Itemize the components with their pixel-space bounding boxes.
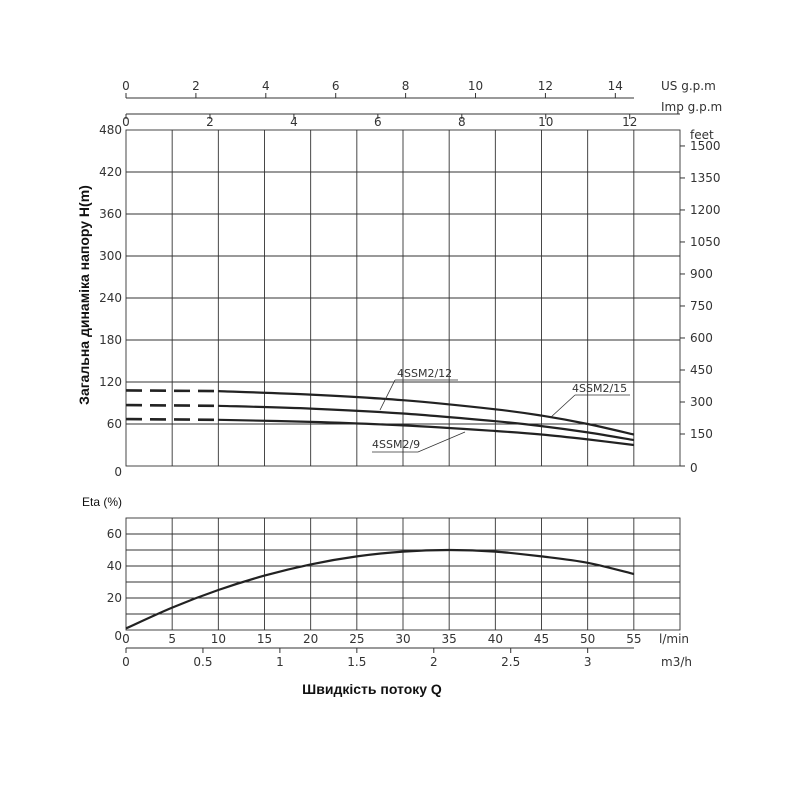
feet-tick-label: 1050 xyxy=(690,235,721,249)
head-curve-4ssm2-9 xyxy=(218,418,634,447)
feet-tick-label: 1500 xyxy=(690,139,721,153)
lmin-tick-label: 45 xyxy=(534,632,549,646)
m3h-tick-label: 0.5 xyxy=(193,655,212,669)
efficiency-chart-grid xyxy=(125,517,681,631)
label-leader-4ssm2-15 xyxy=(549,394,630,419)
m3h-tick-label: 2.5 xyxy=(501,655,520,669)
lmin-tick-label: 20 xyxy=(303,632,318,646)
lmin-tick-label: 0 xyxy=(122,632,130,646)
feet-tick-label: 750 xyxy=(690,299,713,313)
feet-tick-label: 1200 xyxy=(690,203,721,217)
head-tick-label: 300 xyxy=(99,249,122,263)
m3h-tick-label: 1 xyxy=(276,655,284,669)
flow-axis-title: Швидкість потоку Q xyxy=(302,681,442,697)
feet-tick-label: 450 xyxy=(690,363,713,377)
head-curve-dashed-4ssm2-12 xyxy=(125,403,219,408)
m3h-tick-label: 2 xyxy=(430,655,438,669)
head-curve-4ssm2-15 xyxy=(218,390,635,436)
lmin-tick-label: 35 xyxy=(442,632,457,646)
head-tick-label: 480 xyxy=(99,123,122,137)
head-tick-label: 420 xyxy=(99,165,122,179)
lmin-tick-label: 30 xyxy=(395,632,410,646)
lmin-unit-label: l/min xyxy=(659,632,689,646)
us-gpm-tick-label: 0 xyxy=(122,79,130,93)
curve-label-4ssm2-12: 4SSM2/12 xyxy=(397,367,452,380)
curve-label-4ssm2-15: 4SSM2/15 xyxy=(572,382,627,395)
us-gpm-tick-label: 8 xyxy=(402,79,410,93)
m3h-unit-label: m3/h xyxy=(661,655,692,669)
us-gpm-tick-label: 14 xyxy=(608,79,623,93)
feet-tick-label: 600 xyxy=(690,331,713,345)
head-tick-label: 240 xyxy=(99,291,122,305)
eta-tick-label: 60 xyxy=(107,527,122,541)
head-curve-4ssm2-12 xyxy=(218,404,635,442)
head-curve-dashed-4ssm2-15 xyxy=(125,389,219,393)
head-tick-label: 0 xyxy=(114,465,122,479)
imp-gpm-tick-label: 10 xyxy=(538,115,553,129)
efficiency-curve xyxy=(125,548,635,630)
feet-tick-label: 1350 xyxy=(690,171,721,185)
tick-labels: 0150300450600750900105012001350150006012… xyxy=(99,79,720,669)
m3h-tick-label: 3 xyxy=(584,655,592,669)
imp-gpm-tick-label: 8 xyxy=(458,115,466,129)
imp-gpm-tick-label: 4 xyxy=(290,115,298,129)
us-gpm-unit-label: US g.p.m xyxy=(661,79,716,93)
head-tick-label: 360 xyxy=(99,207,122,221)
chart-curves xyxy=(125,389,635,630)
feet-tick-label: 0 xyxy=(690,461,698,475)
feet-tick-label: 150 xyxy=(690,427,713,441)
us-gpm-tick-label: 12 xyxy=(538,79,553,93)
feet-unit-label: feet xyxy=(690,128,714,142)
feet-tick-label: 900 xyxy=(690,267,713,281)
lmin-tick-label: 15 xyxy=(257,632,272,646)
lmin-tick-label: 25 xyxy=(349,632,364,646)
label-leader-4ssm2-9 xyxy=(372,431,466,453)
eta-tick-label: 20 xyxy=(107,591,122,605)
lmin-tick-label: 10 xyxy=(211,632,226,646)
label-leader-4ssm2-12 xyxy=(379,379,458,411)
us-gpm-tick-label: 10 xyxy=(468,79,483,93)
head-tick-label: 180 xyxy=(99,333,122,347)
eta-tick-label: 0 xyxy=(114,629,122,643)
us-gpm-tick-label: 6 xyxy=(332,79,340,93)
imp-gpm-unit-label: Imp g.p.m xyxy=(661,100,722,114)
us-gpm-tick-label: 4 xyxy=(262,79,270,93)
feet-tick-label: 300 xyxy=(690,395,713,409)
m3h-tick-label: 0 xyxy=(122,655,130,669)
imp-gpm-tick-label: 2 xyxy=(206,115,214,129)
eta-axis-title: Eta (%) xyxy=(82,495,122,509)
lmin-tick-label: 50 xyxy=(580,632,595,646)
us-gpm-tick-label: 2 xyxy=(192,79,200,93)
curve-label-4ssm2-9: 4SSM2/9 xyxy=(372,438,420,451)
imp-gpm-tick-label: 6 xyxy=(374,115,382,129)
imp-gpm-tick-label: 12 xyxy=(622,115,637,129)
m3h-tick-label: 1.5 xyxy=(347,655,366,669)
eta-tick-label: 40 xyxy=(107,559,122,573)
head-tick-label: 120 xyxy=(99,375,122,389)
head-curve-dashed-4ssm2-9 xyxy=(125,417,219,422)
lmin-tick-label: 55 xyxy=(626,632,641,646)
lmin-tick-label: 40 xyxy=(488,632,503,646)
head-axis-title: Загальна динаміка напору H(m) xyxy=(76,185,92,405)
head-tick-label: 60 xyxy=(107,417,122,431)
lmin-tick-label: 5 xyxy=(168,632,176,646)
head-chart-grid xyxy=(125,129,685,467)
imp-gpm-tick-label: 0 xyxy=(122,115,130,129)
